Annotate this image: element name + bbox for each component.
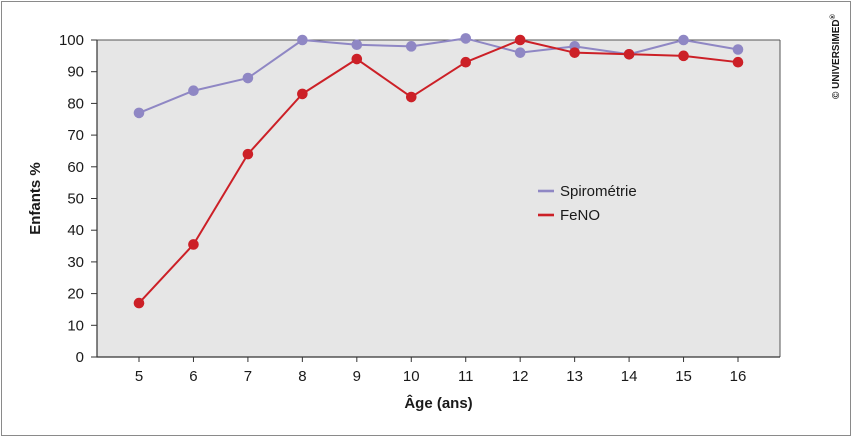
series-line xyxy=(138,37,739,114)
series-line xyxy=(138,39,739,304)
plot-area xyxy=(97,40,780,357)
data-point xyxy=(678,34,689,46)
x-tick-label: 8 xyxy=(298,368,306,385)
y-tick-label: 30 xyxy=(67,254,84,271)
y-tick-label: 0 xyxy=(76,349,84,366)
y-tick-label: 90 xyxy=(67,64,84,81)
x-tick-label: 14 xyxy=(621,368,638,385)
data-point xyxy=(351,39,363,51)
x-tick-label: 16 xyxy=(730,368,747,385)
registered-mark: ® xyxy=(829,13,837,19)
data-point xyxy=(732,44,744,55)
x-tick-label: 12 xyxy=(512,368,529,385)
legend: Spirométrie FeNO xyxy=(538,183,637,224)
y-tick-label: 10 xyxy=(67,317,84,334)
data-point xyxy=(514,47,526,58)
data-point xyxy=(623,48,635,60)
data-point xyxy=(351,53,363,65)
data-point xyxy=(133,107,145,119)
copyright-text: © UNIVERSIMED xyxy=(831,19,842,99)
data-point xyxy=(242,148,254,160)
data-point xyxy=(188,239,199,250)
y-tick-label: 40 xyxy=(67,222,84,239)
data-point xyxy=(514,34,526,46)
x-tick-label: 10 xyxy=(403,368,420,385)
series-1 xyxy=(133,34,744,309)
data-point xyxy=(732,56,744,68)
y-axis-title: Enfants % xyxy=(27,162,44,235)
data-point xyxy=(460,33,472,44)
x-tick-label: 9 xyxy=(353,368,361,385)
data-point xyxy=(460,56,472,68)
y-tick-label: 80 xyxy=(67,95,84,112)
x-axis-title: Âge (ans) xyxy=(404,394,472,412)
legend-label: Spirométrie xyxy=(560,183,637,200)
x-tick-label: 6 xyxy=(189,368,197,385)
data-point xyxy=(297,34,308,46)
data-point xyxy=(242,72,254,84)
y-tick-label: 100 xyxy=(59,32,84,49)
data-point xyxy=(188,85,199,97)
data-point xyxy=(405,41,417,52)
copyright-notice: © UNIVERSIMED® xyxy=(829,13,842,99)
x-tick-label: 7 xyxy=(244,368,252,385)
x-tick-label: 13 xyxy=(566,368,583,385)
series-0 xyxy=(133,33,744,119)
y-axis-ticks: 0 10 20 30 40 50 60 70 80 90 100 xyxy=(59,32,97,366)
series-layer xyxy=(133,33,744,309)
y-tick-label: 60 xyxy=(67,159,84,176)
legend-label: FeNO xyxy=(560,207,600,224)
y-tick-label: 70 xyxy=(67,127,84,144)
data-point xyxy=(297,88,308,100)
x-tick-label: 5 xyxy=(135,368,143,385)
data-point xyxy=(678,50,689,62)
y-tick-label: 50 xyxy=(67,191,84,208)
x-tick-label: 15 xyxy=(675,368,692,385)
x-tick-label: 11 xyxy=(458,368,474,385)
data-point xyxy=(569,47,580,58)
data-point xyxy=(405,91,417,103)
x-axis-ticks: 5 6 7 8 9 10 11 12 13 14 15 16 xyxy=(135,357,747,385)
data-point xyxy=(133,297,145,309)
y-tick-label: 20 xyxy=(67,286,84,303)
